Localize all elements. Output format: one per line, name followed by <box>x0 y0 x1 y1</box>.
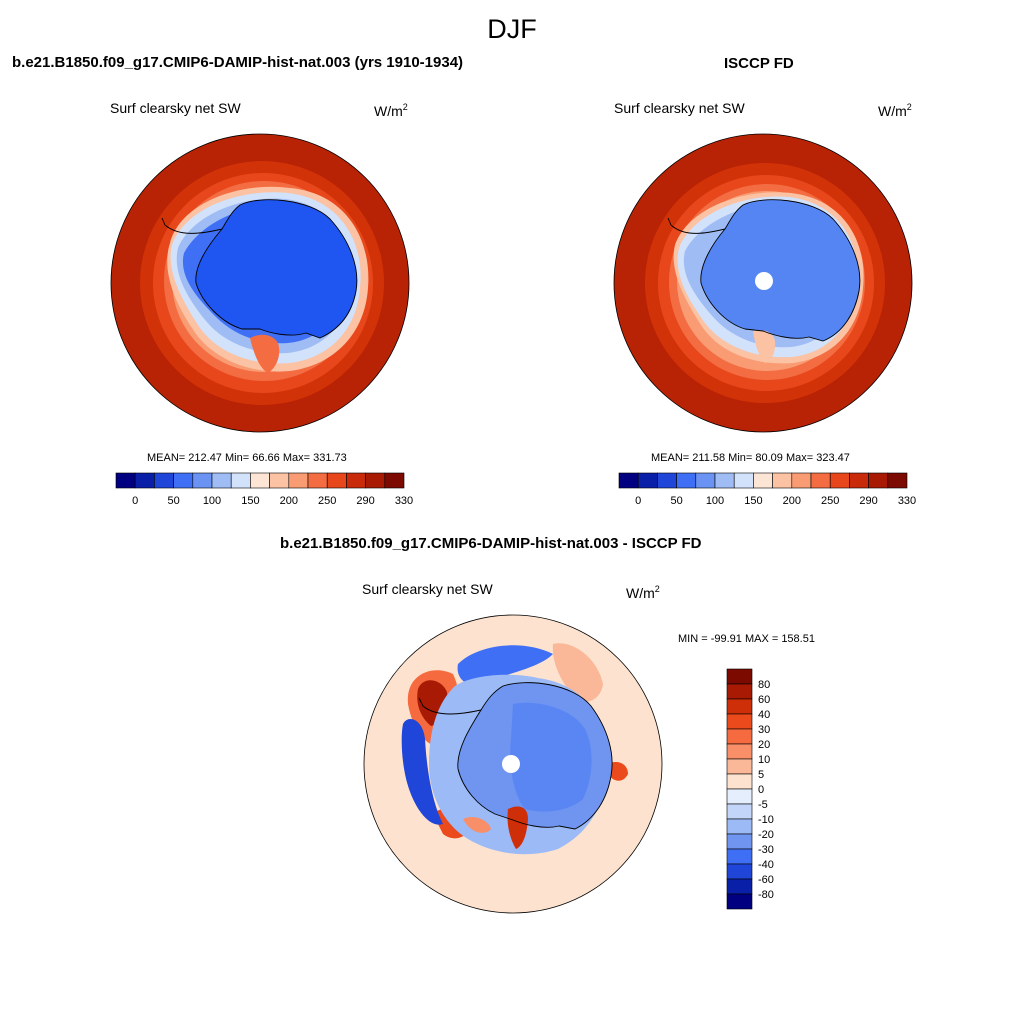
model-units-label: W/m2 <box>374 102 408 119</box>
colorbar-swatch <box>726 683 753 700</box>
colorbar-tick-label: -40 <box>758 859 774 871</box>
model-polar-map <box>110 133 410 433</box>
colorbar-swatch <box>154 472 174 489</box>
colorbar-tick-label: 290 <box>859 495 877 507</box>
obs-stats: MEAN= 211.58 Min= 80.09 Max= 323.47 <box>651 452 850 464</box>
colorbar-swatch <box>726 788 753 805</box>
colorbar-swatch <box>365 472 386 489</box>
colorbar-swatch <box>115 472 136 489</box>
colorbar-swatch <box>134 472 155 489</box>
colorbar-swatch <box>726 803 753 820</box>
colorbar-swatch <box>326 472 347 489</box>
colorbar-swatch <box>726 713 753 730</box>
colorbar-tick-label: 40 <box>758 709 770 721</box>
colorbar-swatch <box>230 472 251 489</box>
colorbar-swatch <box>288 472 309 489</box>
colorbar-swatch <box>714 472 735 489</box>
model-stats: MEAN= 212.47 Min= 66.66 Max= 331.73 <box>147 452 347 464</box>
colorbar-tick-label: 50 <box>670 495 682 507</box>
colorbar-tick-label: 200 <box>280 495 298 507</box>
colorbar-tick-label: -30 <box>758 844 774 856</box>
colorbar-swatch <box>726 758 753 775</box>
obs-colorbar: 0 50 100 150 200 250 290 330 <box>618 472 916 507</box>
colorbar-tick-label: 100 <box>706 495 724 507</box>
obs-panel-title: ISCCP FD <box>724 55 794 72</box>
diff-polar-map <box>363 614 663 914</box>
colorbar-swatch <box>810 472 831 489</box>
colorbar-tick-label: 60 <box>758 694 770 706</box>
model-colorbar: 0 50 100 150 200 250 290 330 <box>115 472 413 507</box>
colorbar-swatch <box>657 472 677 489</box>
colorbar-swatch <box>726 773 753 790</box>
colorbar-tick-label: 330 <box>395 495 413 507</box>
colorbar-swatch <box>726 848 753 865</box>
colorbar-swatch <box>733 472 754 489</box>
colorbar-swatch <box>726 668 753 685</box>
colorbar-swatch <box>384 472 405 489</box>
colorbar-swatch <box>772 472 793 489</box>
colorbar-swatch <box>753 472 773 489</box>
colorbar-tick-label: 330 <box>898 495 916 507</box>
colorbar-tick-label: -5 <box>758 799 768 811</box>
colorbar-swatch <box>346 472 366 489</box>
diff-colorbar: 80 60 40 30 20 10 5 0 -5 -10 -20 -30 -40 -60 -80 <box>726 668 774 910</box>
colorbar-swatch <box>695 472 716 489</box>
colorbar-tick-label: 250 <box>821 495 839 507</box>
colorbar-tick-label: 0 <box>635 495 641 507</box>
diff-variable-label: Surf clearsky net SW <box>362 581 493 597</box>
colorbar-swatch <box>868 472 889 489</box>
colorbar-swatch <box>676 472 697 489</box>
colorbar-tick-label: 80 <box>758 679 770 691</box>
colorbar-tick-label: 150 <box>744 495 762 507</box>
colorbar-tick-label: -20 <box>758 829 774 841</box>
diff-panel-title: b.e21.B1850.f09_g17.CMIP6-DAMIP-hist-nat… <box>280 535 702 552</box>
page-title: DJF <box>487 14 537 44</box>
colorbar-swatch <box>618 472 639 489</box>
colorbar-tick-label: 100 <box>203 495 221 507</box>
colorbar-tick-label: 10 <box>758 754 770 766</box>
colorbar-swatch <box>726 698 753 715</box>
colorbar-tick-label: -60 <box>758 874 774 886</box>
colorbar-swatch <box>250 472 270 489</box>
colorbar-tick-label: -10 <box>758 814 774 826</box>
colorbar-swatch <box>192 472 213 489</box>
colorbar-tick-label: -80 <box>758 889 774 901</box>
colorbar-tick-label: 150 <box>241 495 259 507</box>
colorbar-swatch <box>726 893 753 910</box>
colorbar-swatch <box>726 818 753 835</box>
colorbar-tick-label: 200 <box>783 495 801 507</box>
colorbar-swatch <box>726 743 753 760</box>
colorbar-swatch <box>849 472 869 489</box>
obs-units-label: W/m2 <box>878 102 912 119</box>
obs-variable-label: Surf clearsky net SW <box>614 100 745 116</box>
colorbar-swatch <box>726 878 753 895</box>
model-variable-label: Surf clearsky net SW <box>110 100 241 116</box>
colorbar-swatch <box>726 863 753 880</box>
colorbar-swatch <box>269 472 290 489</box>
colorbar-swatch <box>173 472 194 489</box>
colorbar-swatch <box>726 833 753 850</box>
obs-polar-map <box>613 133 913 433</box>
colorbar-swatch <box>637 472 658 489</box>
colorbar-tick-label: 30 <box>758 724 770 736</box>
colorbar-tick-label: 20 <box>758 739 770 751</box>
colorbar-swatch <box>307 472 328 489</box>
model-panel-title: b.e21.B1850.f09_g17.CMIP6-DAMIP-hist-nat… <box>12 54 464 71</box>
diff-units-label: W/m2 <box>626 584 660 601</box>
colorbar-swatch <box>829 472 850 489</box>
colorbar-tick-label: 5 <box>758 769 764 781</box>
colorbar-tick-label: 250 <box>318 495 336 507</box>
colorbar-swatch <box>211 472 232 489</box>
colorbar-swatch <box>791 472 812 489</box>
colorbar-swatch <box>887 472 908 489</box>
colorbar-tick-label: 0 <box>132 495 138 507</box>
colorbar-tick-label: 290 <box>356 495 374 507</box>
colorbar-tick-label: 0 <box>758 784 764 796</box>
colorbar-swatch <box>726 728 753 745</box>
diff-minmax-label: MIN = -99.91 MAX = 158.51 <box>678 633 815 645</box>
colorbar-tick-label: 50 <box>167 495 179 507</box>
